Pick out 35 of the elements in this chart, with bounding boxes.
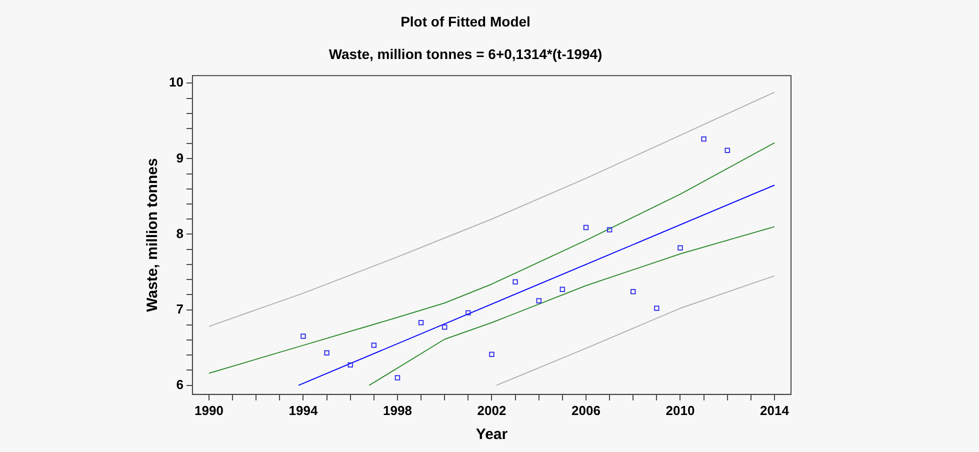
point <box>489 352 494 357</box>
point <box>512 279 518 284</box>
x-axis-title: Year <box>476 426 508 444</box>
y-tick-label: 8 <box>176 226 184 241</box>
point <box>442 324 448 330</box>
point <box>701 136 706 142</box>
point <box>466 310 471 316</box>
point <box>371 342 377 348</box>
point <box>536 298 542 304</box>
point <box>324 350 330 356</box>
x-tick-label: 2002 <box>477 402 506 418</box>
point <box>348 362 353 368</box>
point <box>606 227 612 232</box>
x-tick-label: 1994 <box>288 402 318 418</box>
point <box>560 286 566 292</box>
point <box>394 375 400 380</box>
point <box>583 224 589 230</box>
x-tick-label: 1990 <box>194 402 224 418</box>
y-tick-label: 7 <box>176 301 184 316</box>
x-tick-label: 2010 <box>666 402 695 418</box>
chart-subtitle: Waste, million tonnes = 6+0,1314*(t-1994) <box>328 46 602 62</box>
point <box>654 306 660 311</box>
point <box>630 289 636 294</box>
point <box>724 148 730 154</box>
y-tick-label: 6 <box>176 376 184 392</box>
x-tick-label: 2014 <box>760 402 790 418</box>
point <box>678 245 683 250</box>
chart-title: Plot of Fitted Model <box>400 13 530 30</box>
x-tick-label: 1998 <box>383 402 412 418</box>
y-axis-title: Waste, million tonnes <box>144 158 162 312</box>
y-tick-label: 10 <box>168 74 184 90</box>
point <box>418 320 424 326</box>
point <box>300 334 306 339</box>
y-tick-label: 9 <box>176 150 184 166</box>
x-tick-label: 2006 <box>572 402 600 418</box>
